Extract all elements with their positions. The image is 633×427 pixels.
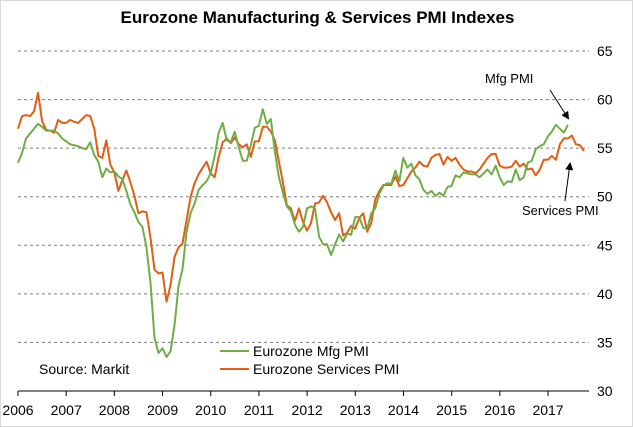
series-line-mfg [17, 108, 569, 358]
x-tick-label-2016: 2016 [484, 402, 515, 418]
annotation-mfg-label: Mfg PMI [485, 71, 533, 86]
annotation-services-arrow [564, 162, 574, 202]
x-tick-label-2017: 2017 [532, 402, 563, 418]
y-tick-label-30: 30 [597, 383, 613, 399]
annotation-mfg-arrow [549, 89, 570, 120]
y-tick-label-50: 50 [597, 189, 613, 205]
y-tick-label-35: 35 [597, 334, 613, 350]
x-tick-label-2014: 2014 [388, 402, 419, 418]
chart-title: Eurozone Manufacturing & Services PMI In… [120, 8, 515, 27]
x-tick-label-2011: 2011 [244, 402, 274, 418]
y-tick-label-40: 40 [597, 286, 613, 302]
x-tick-label-2013: 2013 [340, 402, 371, 418]
y-tick-label-45: 45 [597, 237, 613, 253]
x-tick-label-2010: 2010 [195, 402, 226, 418]
y-tick-label-60: 60 [597, 92, 613, 108]
y-tick-label-55: 55 [597, 140, 613, 156]
x-tick-label-2009: 2009 [147, 402, 178, 418]
y-tick-label-65: 65 [597, 43, 613, 59]
x-tick-label-2012: 2012 [292, 402, 323, 418]
source-note: Source: Markit [39, 361, 129, 377]
legend-label-mfg: Eurozone Mfg PMI [253, 343, 369, 359]
x-tick-label-2015: 2015 [436, 402, 467, 418]
x-tick-label-2007: 2007 [51, 402, 82, 418]
x-tick-label-2006: 2006 [2, 402, 33, 418]
legend-label-services: Eurozone Services PMI [253, 361, 399, 377]
annotation-services-label: Services PMI [522, 203, 599, 218]
x-tick-label-2008: 2008 [99, 402, 130, 418]
series-line-services [17, 91, 585, 303]
